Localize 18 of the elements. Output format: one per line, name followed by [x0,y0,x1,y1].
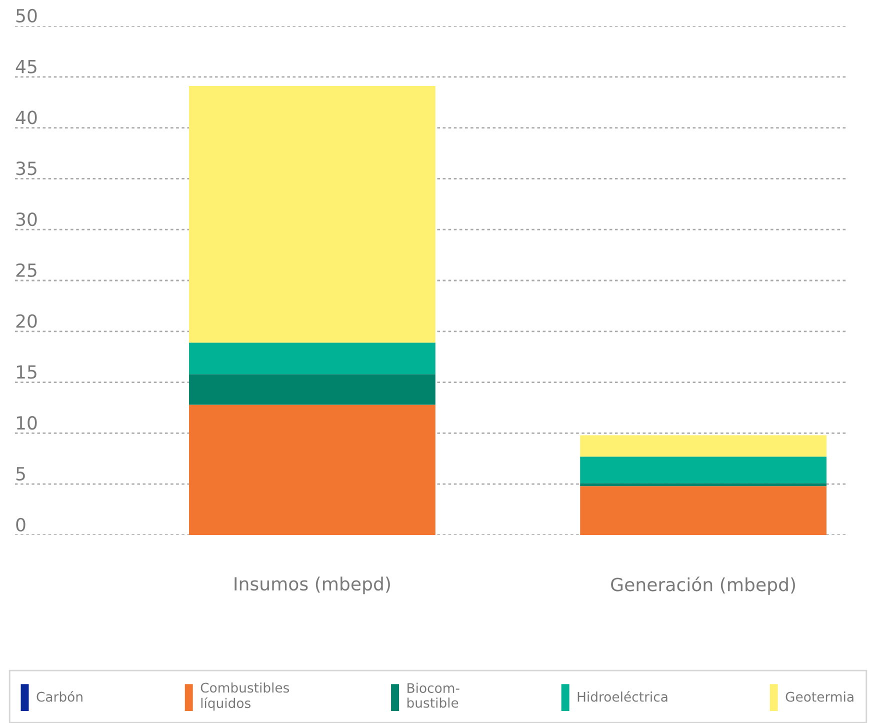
y-tick-label: 15 [16,365,36,379]
legend-label: Geotermia [786,692,854,702]
y-tick-label: 5 [16,467,25,481]
x-tick-label: Insumos (mbepd) [234,576,390,594]
legend-label: Carbón [36,691,82,702]
y-tick-label: 40 [16,110,37,124]
y-tick-label: 30 [16,212,37,226]
y-tick-label: 45 [16,60,36,74]
y-tick-label: 50 [16,8,37,22]
y-tick-label: 35 [16,162,36,176]
y-tick-label: 25 [16,263,36,277]
legend-label: Combustibles líquidos [200,682,290,711]
y-tick-label: 10 [16,416,37,430]
x-tick-label: Generación (mbepd) [611,576,795,595]
legend-label: Hidroeléctrica [578,691,668,702]
legend-label: Biocom- bustible [407,682,460,708]
y-tick-label: 0 [16,518,26,532]
y-tick-label: 20 [16,314,37,328]
